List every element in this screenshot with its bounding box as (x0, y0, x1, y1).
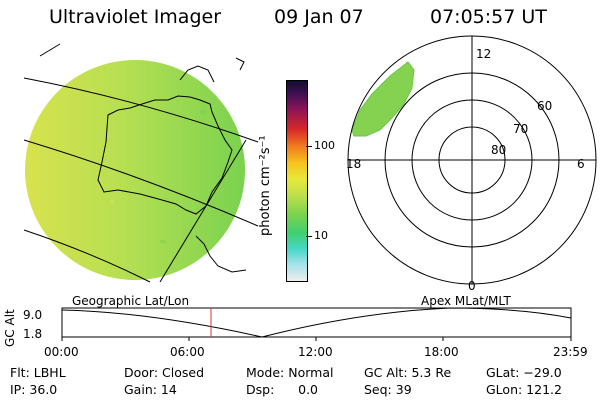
mlt-label-6: 6 (577, 157, 585, 171)
x-tick-label: 00:00 (44, 345, 79, 359)
y-tick-label: 1.8 (23, 327, 43, 341)
mode-value: Mode: Normal (246, 365, 334, 380)
y-tick-label: 9.0 (23, 308, 43, 322)
door-status: Door: Closed (124, 365, 205, 380)
latitude-line (23, 139, 259, 227)
mlt-label-0: 0 (468, 279, 476, 293)
southern-coastline (195, 235, 247, 273)
geographic-title: Geographic Lat/Lon (72, 294, 190, 308)
apex-title: Apex MLat/MLT (421, 294, 511, 308)
x-tick-label: 18:00 (424, 345, 459, 359)
instrument-title: Ultraviolet Imager (49, 6, 222, 28)
colorbar-tick (306, 146, 312, 147)
auroral-emission-patch (351, 61, 415, 137)
mlat-label-80: 80 (491, 143, 507, 157)
mlat-label-60: 60 (537, 99, 553, 113)
earth-disk-image (25, 60, 245, 280)
mlat-label-70: 70 (513, 122, 529, 136)
x-tick-label: 06:00 (170, 345, 205, 359)
altitude-curve (61, 307, 572, 338)
x-tick-label: 12:00 (298, 345, 333, 359)
colorbar-tick-label: 10 (314, 229, 328, 242)
small-island (235, 57, 245, 71)
seq-value: Seq: 39 (364, 382, 412, 397)
mlt-label-12: 12 (476, 47, 492, 61)
mlt-label-18: 18 (346, 157, 362, 171)
island-coastline (179, 65, 215, 83)
dsp-value: Dsp: 0.0 (246, 382, 319, 397)
gc-alt-value: GC Alt: 5.3 Re (364, 365, 452, 380)
glon-value: GLon: 121.2 (486, 382, 562, 397)
longitude-line (39, 43, 61, 57)
colorbar-tick-label: 100 (314, 139, 335, 152)
latitude-line (23, 229, 151, 283)
timeline-frame (61, 307, 572, 338)
ip-value: IP: 36.0 (10, 382, 58, 397)
image-time: 07:05:57 UT (430, 6, 547, 28)
continent-coastline (97, 95, 233, 215)
glat-value: GLat: −29.0 (486, 365, 562, 380)
colorbar-tick (306, 236, 312, 237)
intensity-colorbar (286, 80, 308, 282)
image-date: 09 Jan 07 (274, 6, 364, 28)
x-tick-label: 23:59 (553, 345, 588, 359)
longitude-line (159, 139, 247, 283)
filter-value: Flt: LBHL (10, 365, 66, 380)
gain-value: Gain: 14 (124, 382, 177, 397)
latitude-line (23, 77, 259, 143)
